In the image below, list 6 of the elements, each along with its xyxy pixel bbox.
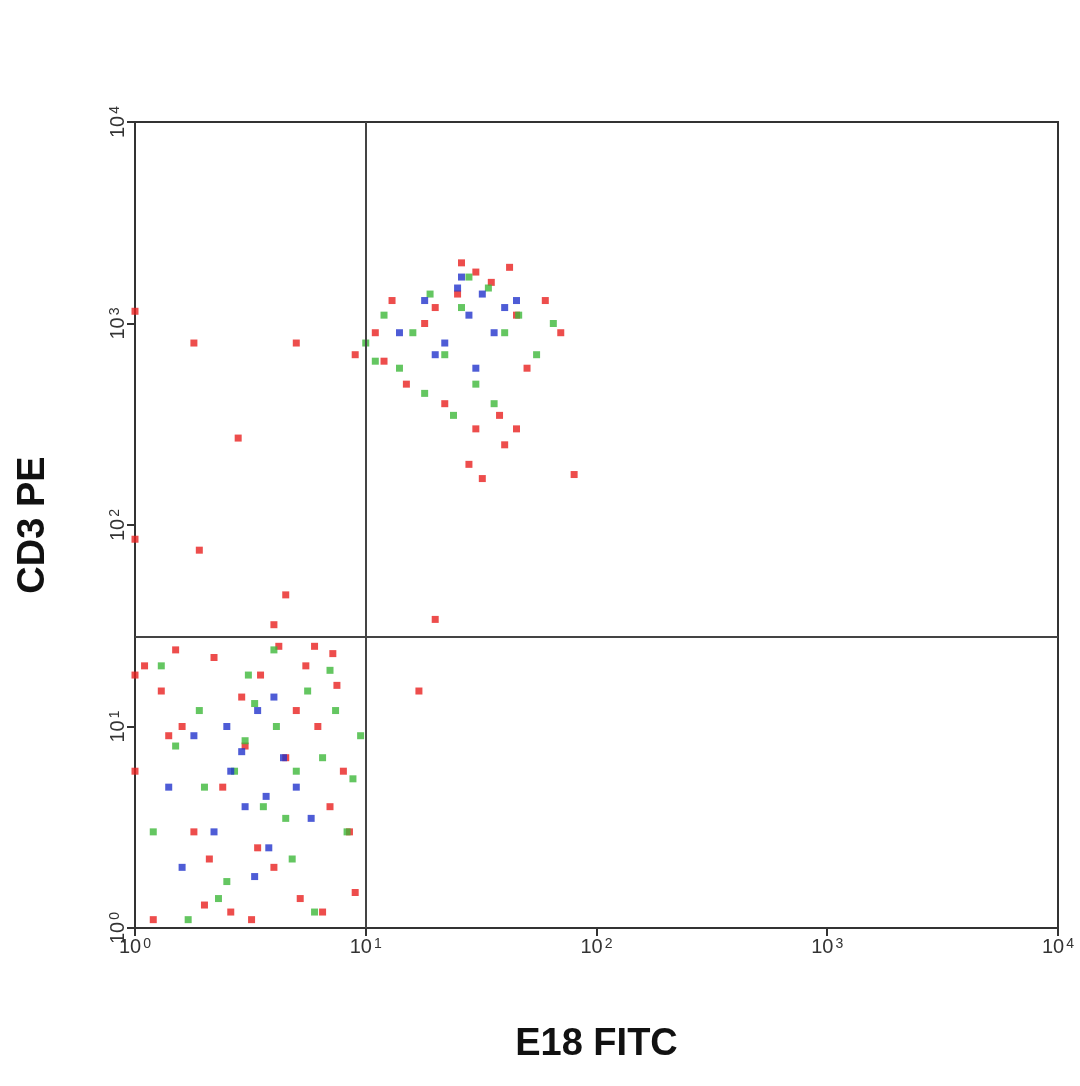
y-tick-label: 102 [106,508,128,542]
x-axis-title: E18 FITC [515,1021,678,1063]
y-tick-label: 103 [106,307,128,340]
y-tick-label: 104 [106,105,128,139]
y-tick-label: 101 [106,710,128,743]
y-axis-title: CD3 PE [10,456,52,594]
